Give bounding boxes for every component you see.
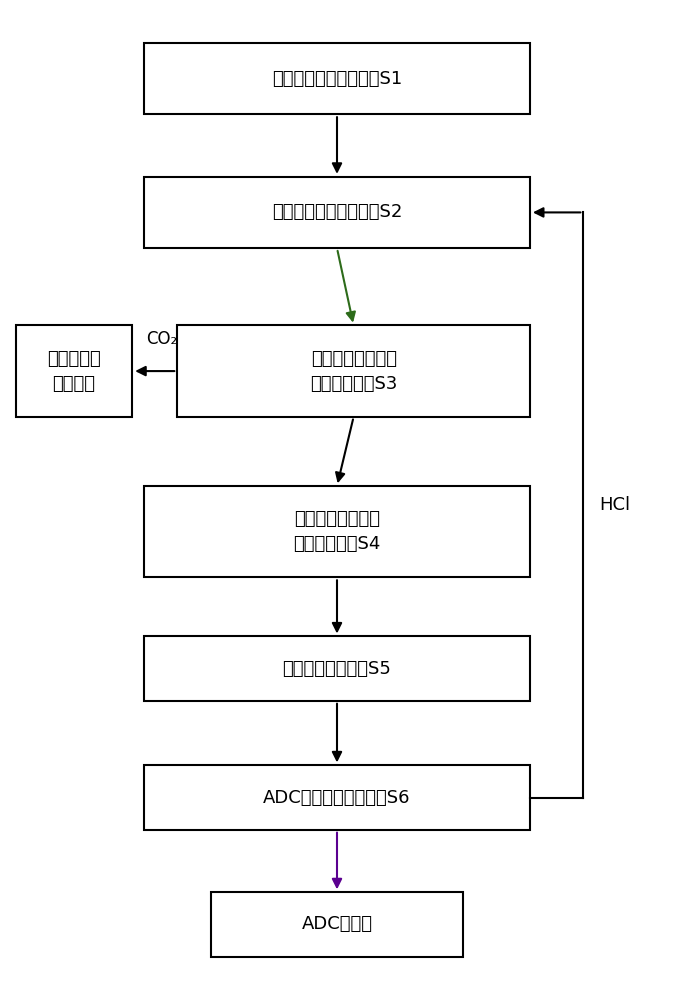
Text: 二级水合肼溶液的
除盐处理步骤S4: 二级水合肼溶液的 除盐处理步骤S4 — [293, 510, 381, 553]
FancyBboxPatch shape — [16, 325, 132, 417]
Text: CO₂: CO₂ — [146, 330, 177, 348]
FancyBboxPatch shape — [210, 892, 464, 957]
Text: 粗水合肼的预处理步骤S1: 粗水合肼的预处理步骤S1 — [272, 70, 402, 88]
FancyBboxPatch shape — [177, 325, 530, 417]
Text: HCl: HCl — [600, 496, 631, 514]
FancyBboxPatch shape — [144, 177, 530, 248]
FancyBboxPatch shape — [144, 486, 530, 577]
FancyBboxPatch shape — [144, 43, 530, 114]
Text: ADC发泡剂的制取步骤S6: ADC发泡剂的制取步骤S6 — [264, 788, 410, 806]
Text: 氨碱法制取
纯碱工艺: 氨碱法制取 纯碱工艺 — [47, 350, 101, 393]
FancyBboxPatch shape — [144, 636, 530, 701]
Text: 联二脲的制取步骤S5: 联二脲的制取步骤S5 — [282, 660, 392, 678]
FancyBboxPatch shape — [144, 765, 530, 830]
Text: 初级水合肼溶液的
中和处理步骤S3: 初级水合肼溶液的 中和处理步骤S3 — [310, 350, 398, 393]
Text: ADC发泡剂: ADC发泡剂 — [301, 915, 373, 933]
Text: 副产盐酸的预处理步骤S2: 副产盐酸的预处理步骤S2 — [272, 203, 402, 221]
